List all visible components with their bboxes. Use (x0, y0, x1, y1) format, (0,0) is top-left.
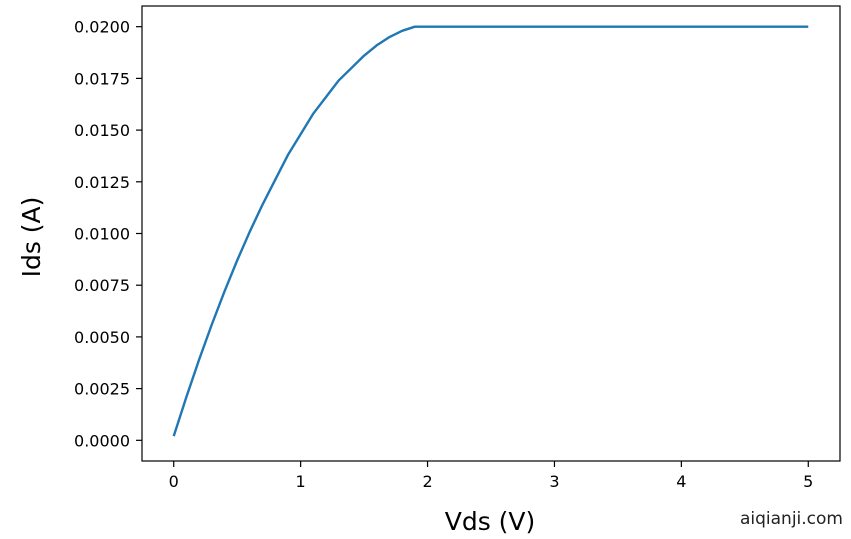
y-tick-label: 0.0025 (74, 380, 130, 399)
x-tick-label: 5 (803, 472, 813, 491)
y-tick-label: 0.0075 (74, 276, 130, 295)
y-tick-label: 0.0175 (74, 69, 130, 88)
x-tick-label: 3 (549, 472, 559, 491)
y-tick-label: 0.0100 (74, 225, 130, 244)
x-tick-label: 2 (422, 472, 432, 491)
y-tick-label: 0.0200 (74, 18, 130, 37)
y-tick-label: 0.0000 (74, 431, 130, 450)
x-tick-label: 4 (676, 472, 686, 491)
plot-area (141, 5, 841, 462)
series-line-0 (172, 25, 809, 437)
y-tick-label: 0.0150 (74, 121, 130, 140)
y-tick-label: 0.0050 (74, 328, 130, 347)
y-axis-ticks: 0.0000 0.0025 0.0050 0.0075 0.0100 0.0125 0.01… (74, 18, 142, 450)
x-axis-ticks: 0 1 2 3 4 5 (169, 461, 813, 491)
watermark-text: aiqianji.com (739, 509, 843, 529)
x-axis-label: Vds (V) (445, 507, 536, 536)
y-tick-label: 0.0125 (74, 173, 130, 192)
x-tick-label: 0 (169, 472, 179, 491)
y-axis-label: Ids (A) (17, 197, 46, 278)
x-tick-label: 1 (296, 472, 306, 491)
axes-frame (141, 5, 841, 462)
